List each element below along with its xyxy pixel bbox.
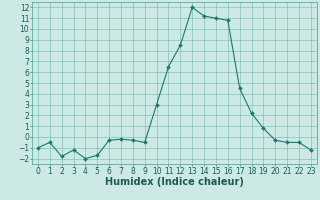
X-axis label: Humidex (Indice chaleur): Humidex (Indice chaleur) (105, 177, 244, 187)
